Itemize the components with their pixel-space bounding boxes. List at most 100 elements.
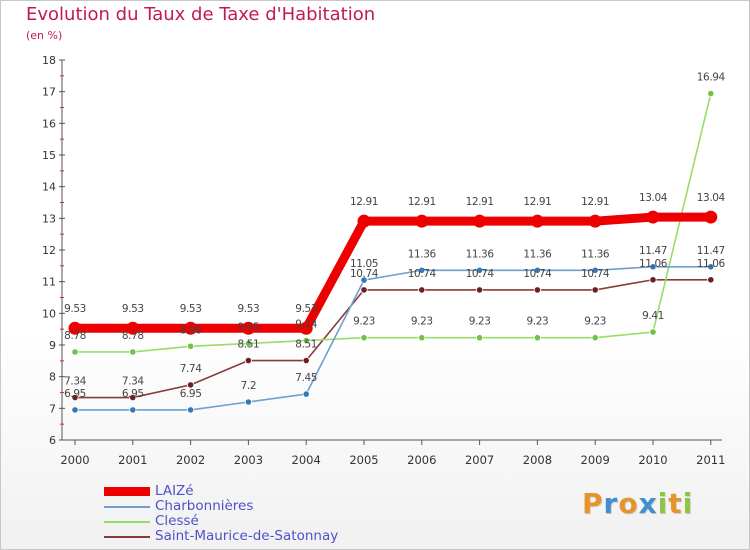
data-point [71, 393, 79, 402]
data-point [649, 276, 657, 284]
legend-label: Charbonnières [155, 498, 254, 514]
data-point [591, 266, 599, 274]
data-label: 10.74 [350, 268, 379, 280]
data-label: 11.05 [350, 258, 378, 270]
data-label: 9.05 [238, 321, 260, 333]
data-point [533, 286, 542, 294]
legend-label: Clessé [155, 513, 199, 529]
y-tick-label: 8 [49, 371, 56, 384]
data-label: 11.36 [408, 248, 437, 260]
logo-letter: r [603, 487, 619, 520]
y-tick-label: 6 [49, 434, 56, 447]
x-tick-label: 2002 [176, 453, 205, 467]
chart-axes: 6 7 8 9 10 11 12 13 14 15 16 17 18 2000 2001 2002 2003 20… [42, 54, 725, 467]
data-point [473, 214, 487, 228]
data-label: 11.06 [697, 258, 726, 270]
data-label: 6.95 [122, 388, 144, 400]
data-point [360, 286, 368, 294]
data-point [241, 321, 255, 335]
data-point [649, 328, 657, 336]
data-point [184, 321, 198, 335]
data-point [533, 334, 542, 342]
x-tick-label: 2000 [60, 453, 89, 467]
data-label: 9.53 [238, 303, 260, 315]
data-label: 7.45 [295, 372, 317, 384]
data-point [302, 336, 310, 345]
data-label: 9.23 [527, 316, 549, 328]
x-tick-label: 2008 [523, 453, 552, 467]
data-label: 13.04 [639, 192, 668, 204]
data-label: 12.91 [466, 196, 494, 208]
x-tick-label: 2010 [638, 453, 667, 467]
logo-letter: i [682, 487, 694, 520]
data-point [588, 214, 602, 228]
data-point [68, 321, 82, 335]
y-tick-label: 13 [42, 212, 56, 225]
data-point [418, 334, 426, 342]
data-point [302, 356, 310, 365]
data-label: 11.47 [639, 245, 667, 257]
x-tick-label: 2001 [118, 453, 147, 467]
legend-label: Saint-Maurice-de-Satonnay [155, 528, 339, 544]
proxiti-logo: Proxiti [582, 487, 693, 520]
data-point [299, 321, 313, 335]
data-point [129, 393, 137, 402]
data-labels-layer: 9.53 9.53 9.53 9.53 9.53 12.91 12.91 12.91 12.91… [64, 72, 726, 400]
data-point [244, 356, 252, 365]
data-label: 10.74 [466, 268, 495, 280]
logo-letter: i [657, 487, 669, 520]
data-point [360, 334, 368, 342]
series-layer [68, 89, 718, 414]
data-point [71, 406, 79, 414]
chart-legend: LAIZé Charbonnières Clessé Saint-Maurice-de… [104, 484, 338, 544]
data-label: 9.53 [295, 303, 317, 315]
data-label: 8.78 [64, 330, 86, 342]
y-tick-label: 18 [42, 54, 56, 67]
series-line-3 [74, 92, 712, 353]
legend-label: LAIZé [155, 483, 194, 499]
y-tick-label: 10 [42, 307, 56, 320]
data-point [704, 210, 718, 224]
data-label: 9.53 [122, 303, 144, 315]
data-point [302, 390, 310, 398]
data-point [591, 334, 599, 342]
legend-swatch [104, 535, 150, 538]
data-point [129, 348, 137, 356]
data-point [707, 89, 715, 98]
data-point [244, 339, 252, 348]
logo-letter: x [638, 487, 658, 520]
data-point [187, 406, 195, 414]
line-chart: 6 7 8 9 10 11 12 13 14 15 16 17 18 2000 2001 2002 2003 20… [42, 54, 726, 467]
data-label: 16.94 [697, 72, 726, 84]
data-label: 7.34 [122, 376, 144, 388]
data-label: 9.53 [180, 303, 202, 315]
data-label: 12.91 [523, 196, 551, 208]
x-tick-label: 2003 [234, 453, 263, 467]
data-point [187, 381, 195, 389]
legend-swatch [104, 505, 150, 508]
x-tick-label: 2009 [581, 453, 610, 467]
series-line-1 [70, 212, 716, 333]
data-label: 13.04 [697, 192, 726, 204]
data-label: 10.74 [523, 268, 552, 280]
data-label: 10.74 [408, 268, 437, 280]
legend-item-2: Charbonnières [104, 499, 338, 514]
x-tick-label: 2007 [465, 453, 494, 467]
data-point [415, 214, 429, 228]
data-label: 11.06 [639, 258, 668, 270]
data-label: 6.95 [64, 388, 86, 400]
data-label: 9.53 [64, 303, 86, 315]
y-tick-label: 17 [42, 86, 56, 99]
legend-swatch [104, 520, 150, 523]
y-tick-label: 14 [42, 181, 56, 194]
data-point [129, 406, 137, 414]
data-label: 7.34 [64, 376, 86, 388]
data-point [244, 398, 252, 406]
legend-item-4: Saint-Maurice-de-Satonnay [104, 529, 338, 544]
y-tick-label: 7 [49, 402, 56, 415]
data-point [646, 210, 660, 224]
data-label: 8.78 [122, 330, 144, 342]
data-point [591, 286, 599, 294]
legend-swatch [104, 487, 150, 496]
